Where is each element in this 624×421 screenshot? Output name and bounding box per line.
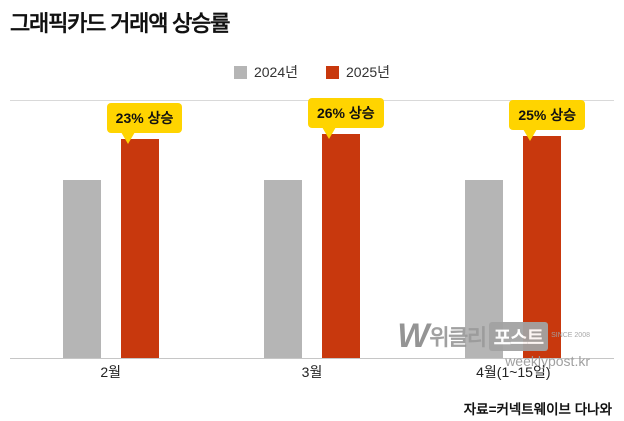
bar-2025-wrap: 23% 상승 <box>106 103 183 358</box>
increase-callout: 23% 상승 <box>106 103 183 145</box>
bar-2025-wrap: 26% 상승 <box>307 97 384 358</box>
bar-2025-wrap: 25% 상승 <box>509 99 585 358</box>
bar-2025 <box>321 133 360 358</box>
category-labels: 2월 3월 4월(1~15일) <box>10 362 614 382</box>
page-title: 그래픽카드 거래액 상승률 <box>10 11 230 36</box>
legend-item-2024: 2024년 <box>233 62 298 82</box>
bar-group: 25% 상승 <box>413 99 614 358</box>
legend-item-2025: 2025년 <box>326 62 390 82</box>
legend-label-2025: 2025년 <box>346 64 391 80</box>
increase-callout: 25% 상승 <box>509 99 585 141</box>
plot-area: 23% 상승 26% 상승 25% 상승 <box>10 97 614 359</box>
category-label: 2월 <box>100 364 121 380</box>
bar-2024 <box>465 180 504 358</box>
category-label: 4월(1~15일) <box>476 364 551 380</box>
category-label: 3월 <box>301 364 323 380</box>
bar-group: 23% 상승 <box>10 101 211 358</box>
bar-2024 <box>263 180 302 358</box>
bar-group: 26% 상승 <box>211 97 412 358</box>
legend-swatch-2024-icon <box>233 65 247 79</box>
bar-2025 <box>120 139 159 358</box>
legend: 2024년 2025년 <box>0 62 624 82</box>
bar-2024 <box>62 180 101 358</box>
legend-label-2024: 2024년 <box>253 64 298 80</box>
source-credit: 자료=커넥트웨이브 다나와 <box>463 402 612 417</box>
increase-callout: 26% 상승 <box>307 97 384 139</box>
legend-swatch-2025-icon <box>326 65 339 79</box>
bar-2025 <box>523 135 562 358</box>
